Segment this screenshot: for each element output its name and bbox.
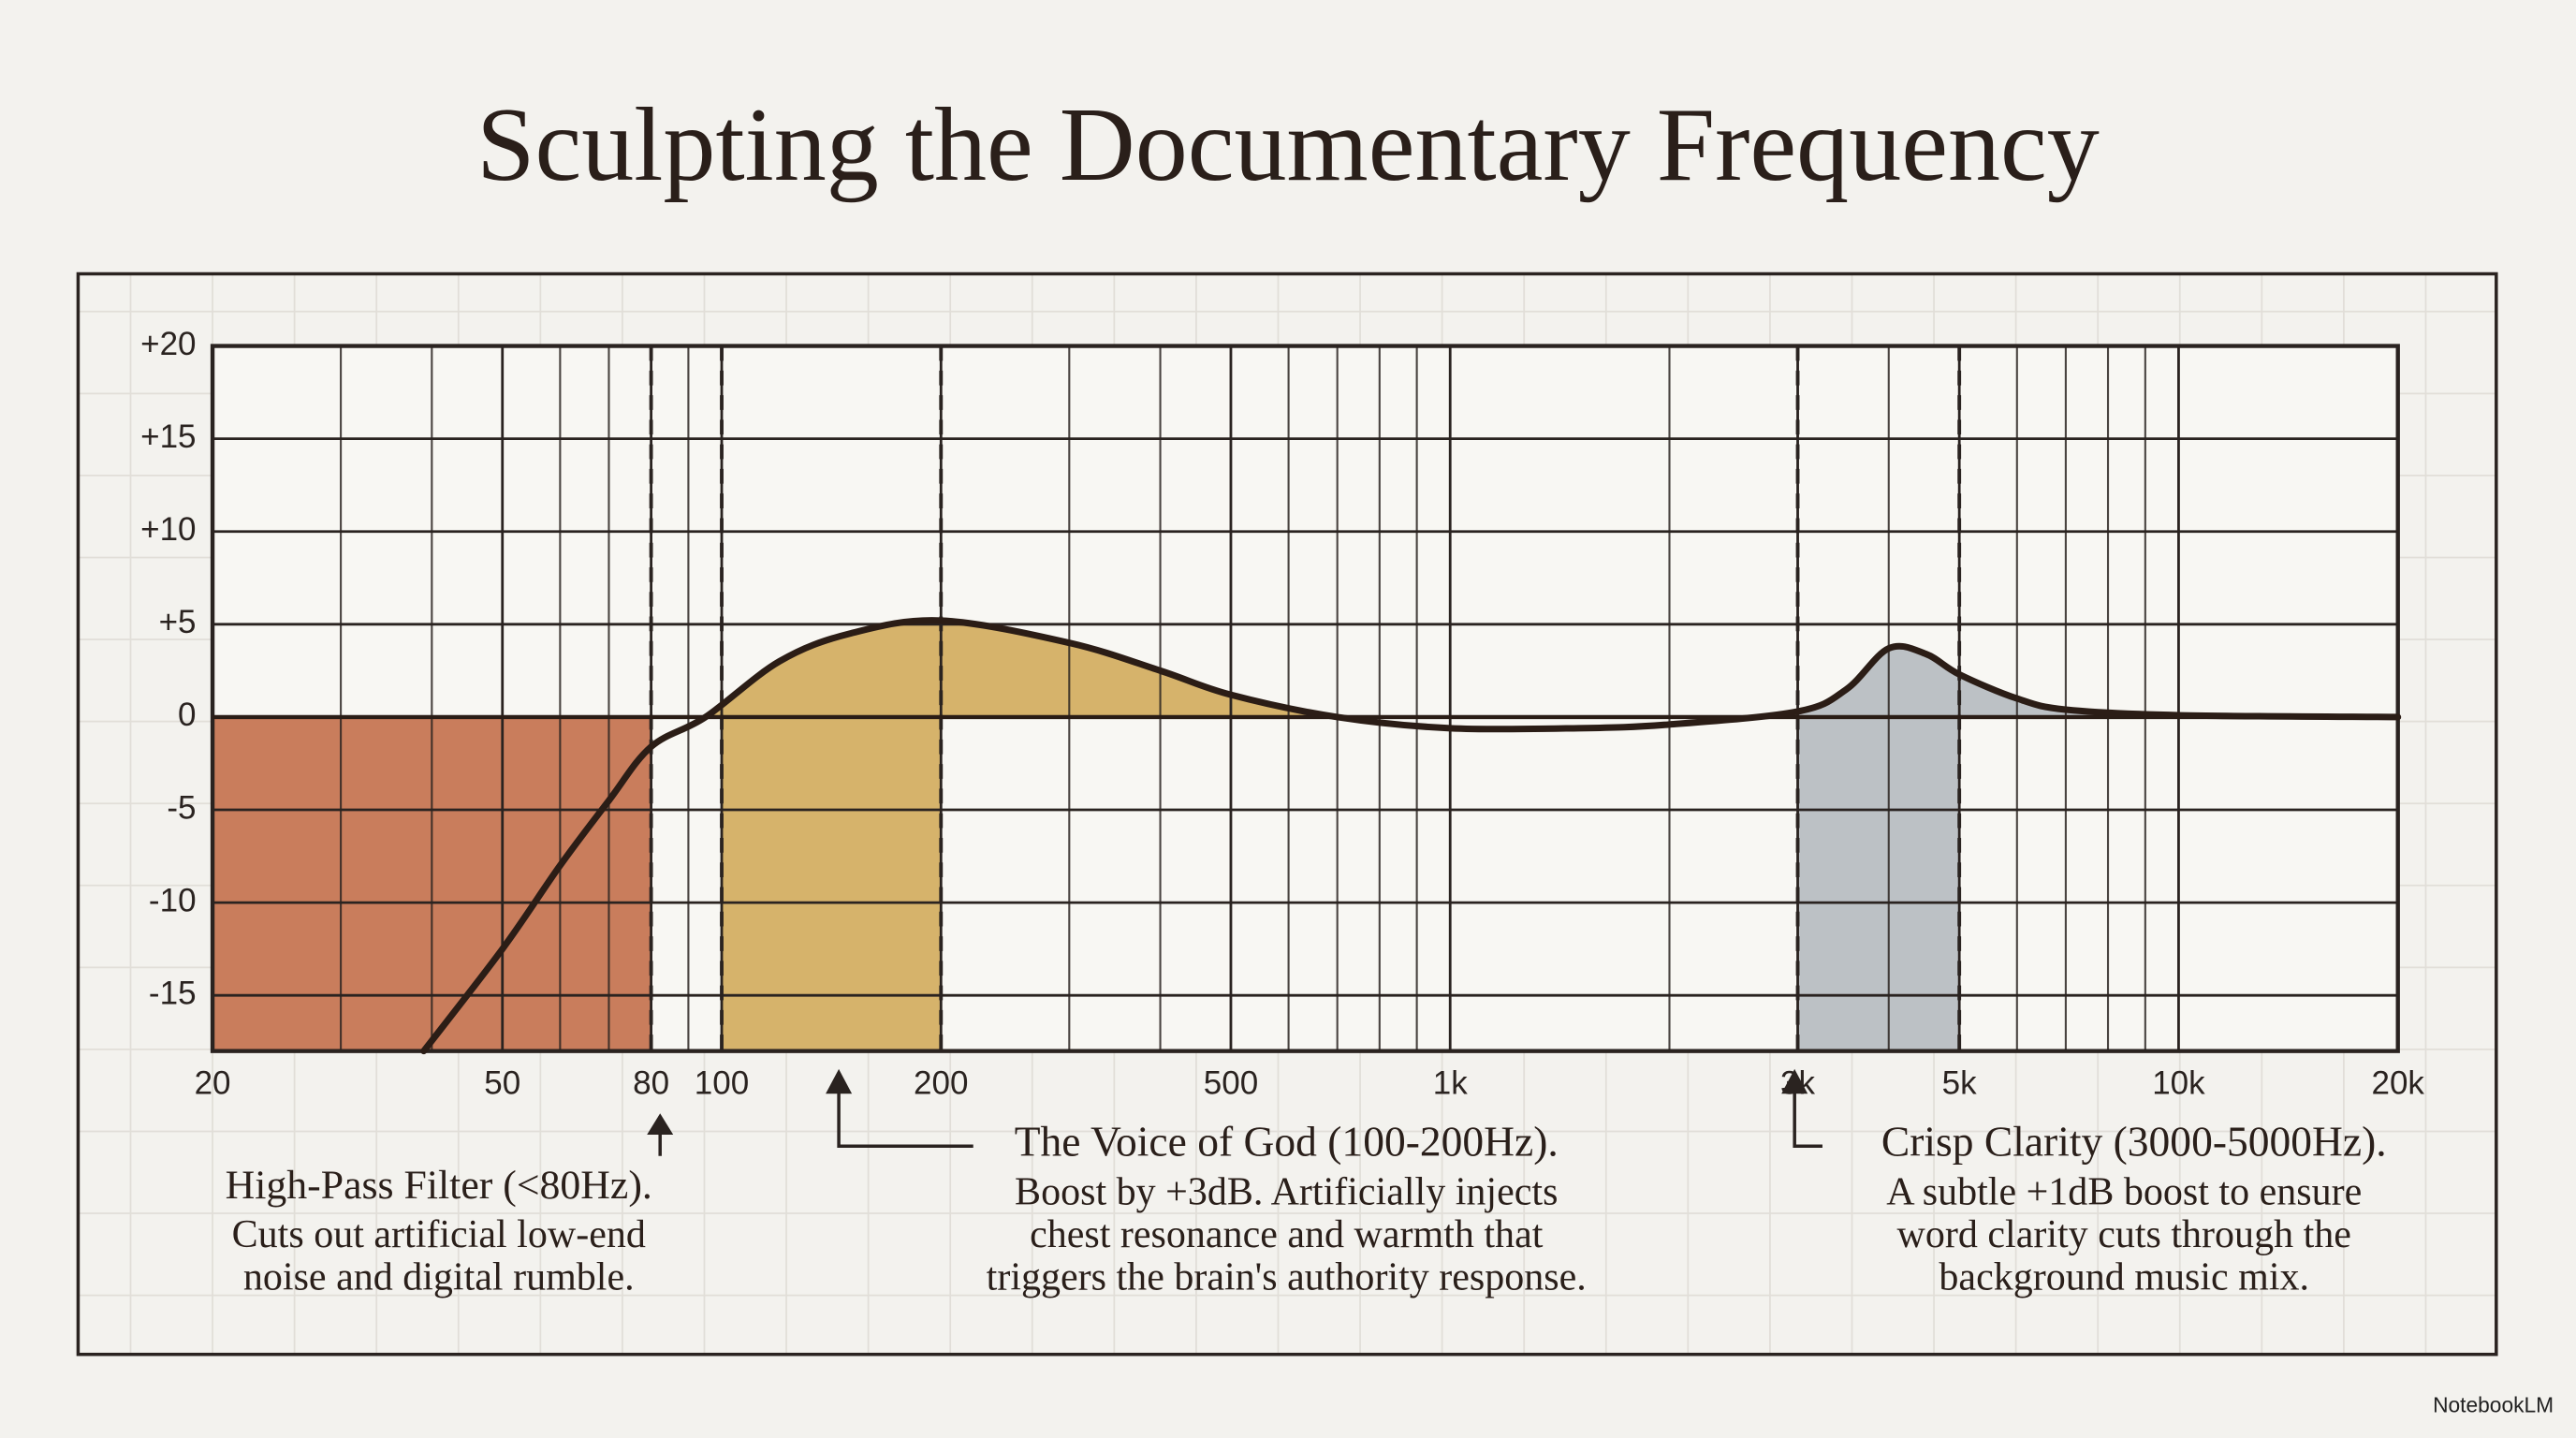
x-tick-label: 50	[484, 1065, 520, 1102]
outer-frame	[76, 271, 2498, 1357]
x-tick-label: 20	[195, 1065, 231, 1102]
arrow	[837, 1088, 973, 1148]
annotation-title: High-Pass Filter (<80Hz).	[226, 1163, 652, 1208]
annotation-body: chest resonance and warmth that	[1030, 1213, 1544, 1256]
annotation-body: Boost by +3dB. Artificially injects	[1015, 1170, 1558, 1213]
x-tick-label: 1k	[1433, 1065, 1468, 1102]
band-curve-fill	[1797, 646, 1960, 1051]
hump-fill	[1757, 646, 2398, 717]
arrow-head	[647, 1113, 674, 1135]
annotation-body: word clarity cuts through the	[1897, 1213, 2351, 1256]
y-tick-label: -5	[167, 789, 196, 826]
x-tick-label: 10k	[2152, 1065, 2205, 1102]
band	[1797, 646, 1960, 1051]
y-tick-label: +15	[140, 418, 196, 455]
annotation-body: triggers the brain's authority response.	[987, 1256, 1587, 1299]
annotations: High-Pass Filter (<80Hz). Cuts out artifi…	[226, 1068, 2387, 1299]
arrow-head	[826, 1068, 853, 1094]
annotation-body: background music mix.	[1939, 1256, 2309, 1299]
annotation-body: Cuts out artificial low-end	[232, 1213, 646, 1256]
annotation-title: The Voice of God (100-200Hz).	[1015, 1118, 1559, 1166]
x-tick-label: 500	[1204, 1065, 1258, 1102]
plot	[212, 345, 2402, 1055]
x-tick-label: 100	[695, 1065, 749, 1102]
y-tick-label: +20	[140, 326, 196, 362]
y-tick-label: 0	[178, 697, 196, 733]
x-tick-label: 200	[914, 1065, 968, 1102]
arrow	[1793, 1088, 1822, 1148]
band-curve-fill	[722, 620, 942, 1051]
watermark: NotebookLM	[2433, 1393, 2554, 1417]
annotation-body: A subtle +1dB boost to ensure	[1886, 1170, 2362, 1213]
y-tick-label: -15	[149, 975, 197, 1011]
annotation-body: noise and digital rumble.	[243, 1256, 635, 1299]
plot-frame	[210, 344, 2400, 1053]
x-tick-label: 5k	[1942, 1065, 1977, 1102]
chart-title: Sculpting the Documentary Frequency	[476, 87, 2100, 203]
y-tick-label: +10	[140, 511, 196, 548]
eq-curve	[420, 617, 2402, 1055]
x-tick-label: 20k	[2371, 1065, 2424, 1102]
y-tick-label: +5	[159, 604, 197, 640]
x-tick-label: 80	[633, 1065, 669, 1102]
y-tick-label: -10	[149, 882, 197, 918]
annotation-title: Crisp Clarity (3000-5000Hz).	[1881, 1118, 2387, 1166]
hump-fill	[705, 620, 1338, 717]
arrow-head	[1781, 1068, 1808, 1094]
